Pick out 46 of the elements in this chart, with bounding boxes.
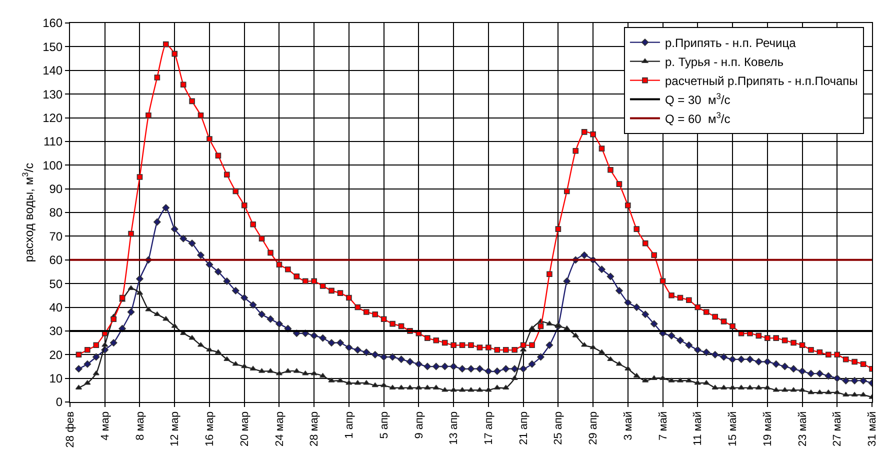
- y-tick-label: 0: [56, 395, 63, 410]
- x-tick-label: 1 апр: [344, 411, 356, 439]
- y-tick-label: 120: [42, 110, 63, 125]
- y-tick-label: 20: [49, 348, 63, 362]
- x-tick-label: 27 май: [832, 411, 844, 447]
- x-tick-label: 23 май: [796, 411, 809, 447]
- y-tick-label: 60: [49, 253, 63, 268]
- x-tick-label: 17 апр: [483, 411, 496, 445]
- y-tick-label: 110: [43, 134, 63, 149]
- legend-label: р. Турья - н.п. Ковель: [664, 54, 784, 69]
- x-tick-label: 12 мар: [169, 411, 182, 446]
- x-tick-label: 15 май: [727, 411, 740, 447]
- x-tick-label: 28 мар: [308, 411, 321, 446]
- legend-label: расчетный р.Припять - н.п.Почапы: [664, 74, 858, 88]
- legend-label: р.Припять - н.п. Речица: [664, 36, 796, 50]
- y-tick-label: 100: [42, 158, 63, 172]
- y-tick-label: 150: [42, 40, 63, 54]
- x-tick-label: 20 мар: [238, 411, 251, 446]
- x-tick-label: 11 май: [692, 411, 704, 446]
- x-tick-label: 5 апр: [378, 411, 390, 439]
- y-tick-label: 40: [49, 300, 63, 314]
- x-tick-label: 21 апр: [518, 411, 530, 445]
- x-tick-label: 7 май: [657, 411, 670, 440]
- y-tick-label: 140: [42, 64, 63, 78]
- x-tick-label: 25 апр: [552, 411, 565, 445]
- y-tick-label: 130: [42, 87, 63, 102]
- legend-label: Q = 60 м$^{3}$/с: [664, 110, 730, 126]
- y-tick-label: 160: [42, 16, 63, 30]
- y-tick-label: 50: [49, 276, 63, 291]
- x-tick-label: 31 май: [866, 411, 879, 447]
- x-tick-label: 3 май: [622, 411, 634, 440]
- y-tick-label: 70: [49, 229, 63, 244]
- y-tick-label: 30: [49, 324, 63, 338]
- x-tick-label: 8 мар: [134, 411, 146, 440]
- y-tick-label: 10: [49, 372, 63, 386]
- legend-label: Q = 30 м$^{3}$/с: [664, 90, 730, 107]
- x-tick-label: 28 фев: [64, 411, 77, 448]
- x-tick-label: 19 май: [762, 411, 774, 447]
- x-tick-label: 24 мар: [274, 411, 286, 446]
- x-tick-label: 13 апр: [448, 411, 460, 445]
- x-tick-label: 16 мар: [204, 411, 216, 446]
- x-tick-label: 4 мар: [99, 411, 112, 440]
- y-tick-label: 90: [49, 182, 63, 196]
- y-tick-label: 80: [49, 206, 63, 220]
- x-tick-label: 29 апр: [588, 411, 600, 445]
- x-tick-label: 9 апр: [413, 411, 426, 439]
